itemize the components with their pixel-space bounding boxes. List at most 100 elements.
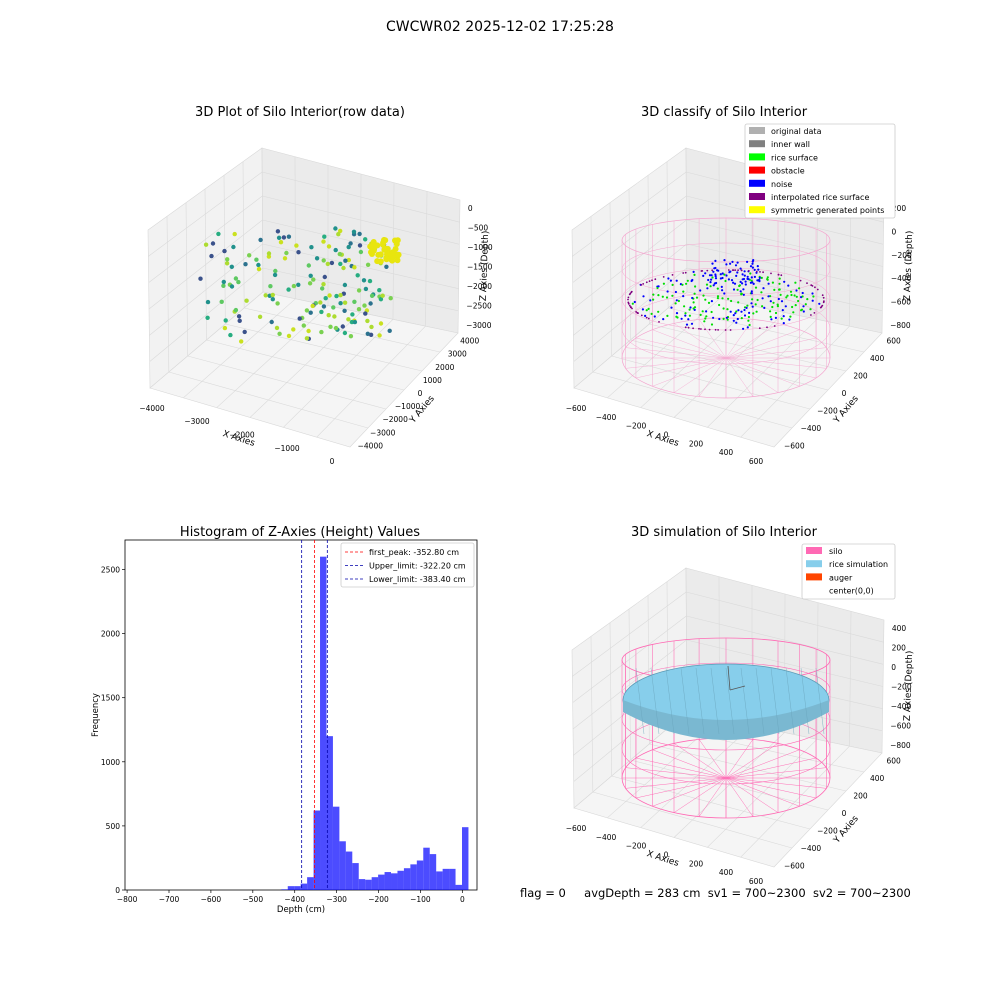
raw-point (342, 330, 348, 336)
noise-point (708, 274, 712, 277)
silo-floor-spoke (725, 319, 754, 359)
classified-point (756, 298, 759, 302)
noise-point (751, 281, 754, 284)
classified-point (710, 323, 714, 326)
raw-point (363, 311, 368, 316)
z-tick-label: −600 (890, 722, 911, 731)
raw-point (236, 314, 242, 319)
silo-floor-spoke (652, 777, 727, 807)
interpolated-point (777, 273, 780, 276)
raw-point (331, 305, 336, 310)
classified-point (800, 308, 804, 311)
raw-point (352, 319, 358, 325)
classified-point (675, 279, 678, 282)
rice-mesh-line (710, 667, 720, 735)
noise-point (735, 274, 738, 277)
z-tick-label: −200 (891, 683, 912, 692)
raw-point (258, 237, 263, 243)
interpolated-point (717, 329, 719, 331)
noise-point (757, 268, 760, 271)
classified-point (690, 279, 693, 283)
histogram-bar (397, 870, 404, 890)
histogram-bar (391, 873, 398, 890)
interpolated-point (640, 284, 643, 286)
raw-point (377, 288, 382, 293)
classified-point (705, 310, 708, 313)
raw-point (333, 247, 338, 253)
noise-point (741, 282, 744, 285)
classified-point (761, 305, 764, 308)
interpolated-point (813, 312, 816, 314)
raw-point (291, 327, 296, 332)
histogram-bar (326, 736, 333, 890)
raw-point (377, 251, 384, 258)
z-tick-label: −2500 (466, 302, 492, 311)
raw-point (268, 284, 273, 289)
classified-point (746, 304, 749, 307)
raw-point (365, 262, 371, 267)
silo-floor-spoke (725, 323, 779, 359)
classified-point (657, 285, 660, 288)
interpolated-point (799, 279, 802, 282)
x-tick-label: −200 (626, 422, 647, 431)
interpolated-point (700, 328, 702, 330)
classified-point (732, 314, 735, 317)
interpolated-point (814, 286, 816, 289)
classified-point (680, 317, 683, 320)
silo-floor-spoke (698, 319, 727, 359)
silo-floor-spoke (635, 337, 727, 359)
grid-line (149, 267, 264, 362)
raw-point (221, 283, 226, 288)
classified-point (797, 299, 800, 303)
noise-point (709, 281, 712, 284)
raw-point (272, 272, 278, 278)
raw-point (306, 328, 311, 334)
noise-point (749, 265, 753, 268)
y-axis-label: Frequency (91, 693, 101, 737)
classified-point (693, 273, 696, 276)
classified-point (688, 308, 691, 311)
interpolated-point (729, 329, 732, 331)
classified-point (792, 311, 795, 314)
interpolated-point (810, 314, 812, 316)
legend-swatch (749, 193, 765, 200)
x-tick-label: −500 (243, 895, 264, 904)
raw-point (257, 314, 263, 319)
raw-point (269, 319, 274, 325)
classified-point (710, 310, 713, 314)
classified-point (801, 295, 804, 298)
silo-floor-spoke (635, 777, 727, 799)
histogram-bar (423, 847, 430, 890)
classified-point (740, 310, 743, 313)
raw-point (326, 313, 331, 318)
legend-label: center(0,0) (829, 587, 874, 596)
interpolated-point (629, 306, 632, 309)
y-tick-label: 0 (842, 389, 847, 398)
interpolated-point (711, 269, 714, 272)
x-tick-label: −3000 (184, 417, 210, 426)
raw-point (346, 317, 351, 322)
interpolated-point (640, 314, 643, 317)
noise-point (750, 276, 753, 279)
interpolated-point (766, 326, 768, 329)
histogram-bar (320, 556, 327, 890)
silo-floor-spoke (673, 743, 727, 779)
legend-swatch (806, 560, 822, 568)
classified-point (684, 314, 687, 317)
classified-point (667, 277, 670, 280)
classified-point (782, 322, 785, 325)
classified-point (750, 279, 753, 282)
raw-point (278, 240, 284, 245)
interpolated-point (698, 327, 700, 330)
panel-title-histogram: Histogram of Z-Axies (Height) Values (180, 525, 420, 540)
silo-floor-spoke (625, 767, 727, 779)
legend-label: original data (771, 127, 822, 136)
histogram-frame (124, 539, 478, 891)
y-tick-label: −600 (784, 441, 805, 450)
silo-floor-spoke (725, 777, 817, 799)
classified-point (778, 277, 781, 280)
interpolated-point (642, 283, 645, 285)
classify-3d-plot: −600−400−2000200400600−600−400−200020040… (566, 123, 915, 466)
classified-point (766, 278, 769, 281)
classified-point (684, 312, 687, 315)
